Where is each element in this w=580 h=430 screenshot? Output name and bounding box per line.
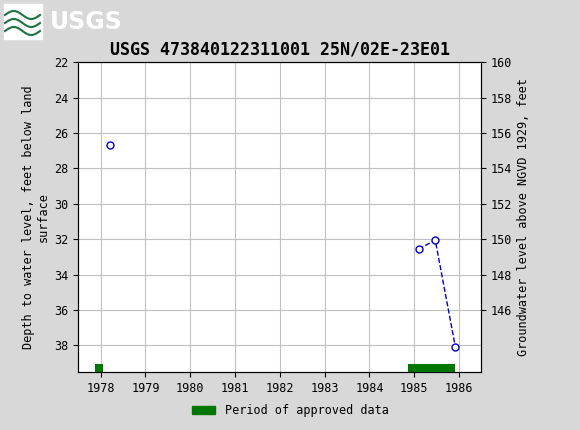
Y-axis label: Groundwater level above NGVD 1929, feet: Groundwater level above NGVD 1929, feet xyxy=(517,78,530,356)
FancyBboxPatch shape xyxy=(4,4,42,39)
Title: USGS 473840122311001 25N/02E-23E01: USGS 473840122311001 25N/02E-23E01 xyxy=(110,40,450,58)
Bar xyxy=(408,364,455,372)
Bar xyxy=(95,364,103,372)
Text: USGS: USGS xyxy=(50,10,123,34)
Y-axis label: Depth to water level, feet below land
surface: Depth to water level, feet below land su… xyxy=(22,85,50,349)
Legend: Period of approved data: Period of approved data xyxy=(187,399,393,422)
